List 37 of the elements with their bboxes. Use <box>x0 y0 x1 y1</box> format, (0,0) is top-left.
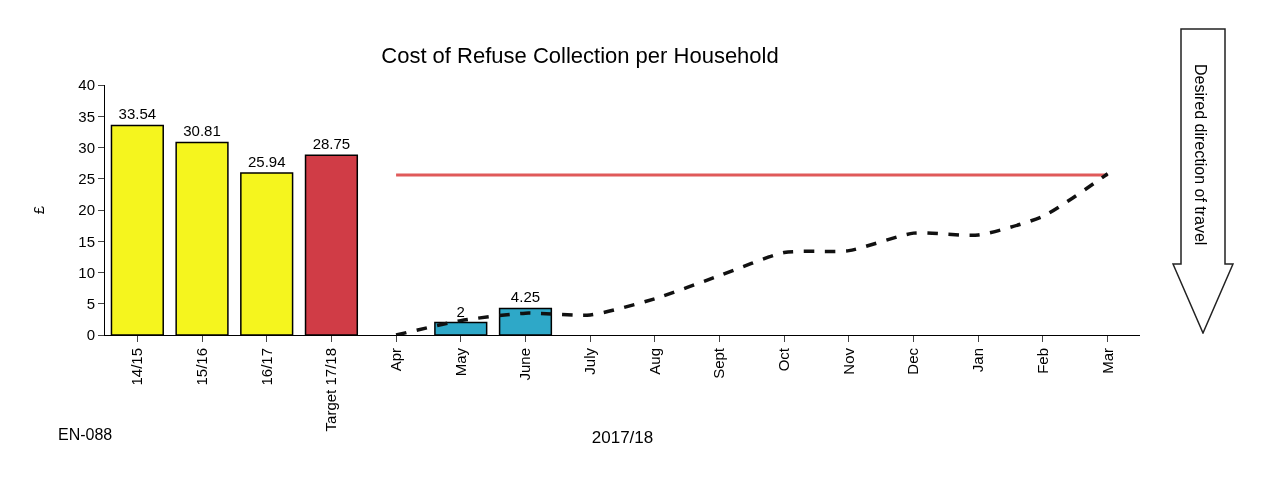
x-tick-label: Mar <box>1098 348 1116 374</box>
y-tick-label: 20 <box>78 201 95 219</box>
text: Desired direction of travel <box>1191 64 1209 246</box>
y-tick-label: 40 <box>78 76 95 94</box>
y-axis-title: £ <box>29 205 47 215</box>
line-series <box>394 172 1110 335</box>
x-tick-label: June <box>516 348 534 381</box>
x-tick-label: 16/17 <box>257 348 275 386</box>
x-tick-label: Target 17/18 <box>322 348 340 432</box>
data-label: 2 <box>456 302 465 320</box>
y-tick-label: 25 <box>78 170 95 187</box>
x-tick-label: Oct <box>775 347 793 372</box>
y-tick-label: 30 <box>78 138 95 156</box>
chart-title: Cost of Refuse Collection per Household <box>381 43 779 69</box>
x-tick-label: 15/16 <box>192 348 210 386</box>
x-axis-title: 2017/18 <box>591 427 654 447</box>
y-tick-label: 35 <box>78 107 95 125</box>
x-tick-label: Jan <box>969 348 987 373</box>
x-tick-label: Feb <box>1033 348 1051 374</box>
data-label: 4.25 <box>510 288 541 306</box>
data-label: 25.94 <box>247 152 286 170</box>
x-tick-label: July <box>581 347 599 375</box>
x-tick-label: Apr <box>386 348 404 372</box>
y-tick-label: 0 <box>86 326 95 344</box>
x-tick-label: Dec <box>904 347 922 375</box>
data-label: 28.75 <box>312 135 351 153</box>
y-tick-label: 5 <box>86 295 95 312</box>
x-tick-label: Aug <box>645 348 663 375</box>
x-tick-label: Sept <box>710 347 728 379</box>
y-tick-label: 15 <box>78 232 95 250</box>
x-tick-label: Nov <box>839 347 857 375</box>
y-tick-label: 10 <box>78 263 95 281</box>
x-tick-label: 14/15 <box>128 348 146 386</box>
data-label: 30.81 <box>183 122 221 140</box>
x-tick-label: May <box>451 347 469 377</box>
data-label: 33.54 <box>118 105 157 123</box>
text: EN-088 <box>58 426 113 444</box>
